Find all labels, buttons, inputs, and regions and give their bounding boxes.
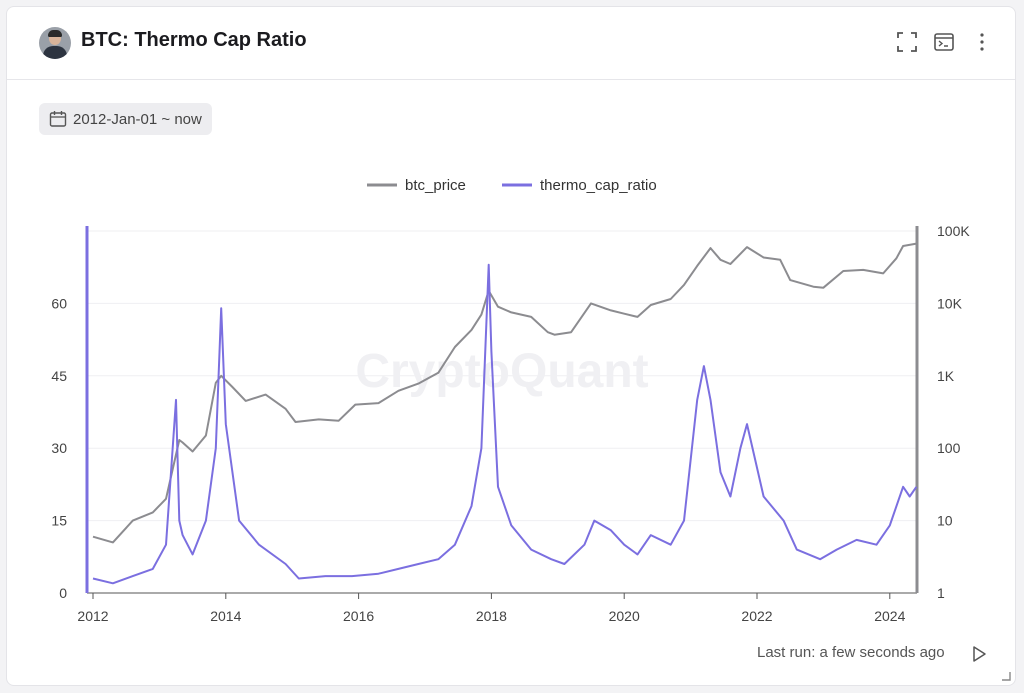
- x-tick-label: 2016: [343, 608, 374, 624]
- legend-label-btc_price: btc_price: [405, 177, 466, 194]
- y-right-tick-label: 100K: [937, 223, 970, 239]
- chart-canvas: 1 10 100 1K 10K 100K 0 15 30 45 60 2012 2014 2016 2018…: [51, 177, 970, 624]
- calendar-icon: [49, 111, 67, 127]
- fullscreen-icon[interactable]: [896, 31, 918, 53]
- x-tick-label: 2024: [874, 608, 905, 624]
- page-title: BTC: Thermo Cap Ratio: [81, 29, 307, 51]
- y-right-tick-label: 1: [937, 585, 945, 601]
- y-right-tick-label: 100: [937, 440, 961, 456]
- resize-handle-icon[interactable]: [1001, 671, 1011, 681]
- y-right-tick-label: 10K: [937, 295, 963, 311]
- y-right-tick-label: 1K: [937, 368, 955, 384]
- y-right-tick-label: 10: [937, 513, 953, 529]
- y-left-tick-label: 45: [51, 368, 67, 384]
- terminal-icon[interactable]: [933, 31, 955, 53]
- y-left-tick-label: 0: [59, 585, 67, 601]
- y-left-tick-label: 15: [51, 513, 67, 529]
- play-icon[interactable]: [969, 644, 989, 664]
- date-range-label: 2012-Jan-01 ~ now: [73, 110, 202, 128]
- series-line-thermo_cap_ratio: [92, 263, 918, 585]
- y-left-tick-label: 30: [51, 440, 67, 456]
- last-run-status: Last run: a few seconds ago: [757, 644, 945, 661]
- date-range-button[interactable]: 2012-Jan-01 ~ now: [39, 103, 212, 135]
- x-tick-label: 2014: [210, 608, 241, 624]
- avatar[interactable]: [39, 27, 71, 59]
- x-tick-label: 2012: [77, 608, 108, 624]
- y-left-tick-label: 60: [51, 295, 67, 311]
- series-line-btc_price: [92, 242, 917, 544]
- x-tick-label: 2018: [476, 608, 507, 624]
- x-tick-label: 2022: [741, 608, 772, 624]
- legend-label-thermo_cap_ratio: thermo_cap_ratio: [540, 177, 657, 194]
- chart-card: BTC: Thermo Cap Ratio 2012-Jan-01 ~ now …: [6, 6, 1016, 686]
- x-tick-label: 2020: [609, 608, 640, 624]
- more-vertical-icon[interactable]: [971, 31, 993, 53]
- card-header: BTC: Thermo Cap Ratio: [7, 7, 1015, 80]
